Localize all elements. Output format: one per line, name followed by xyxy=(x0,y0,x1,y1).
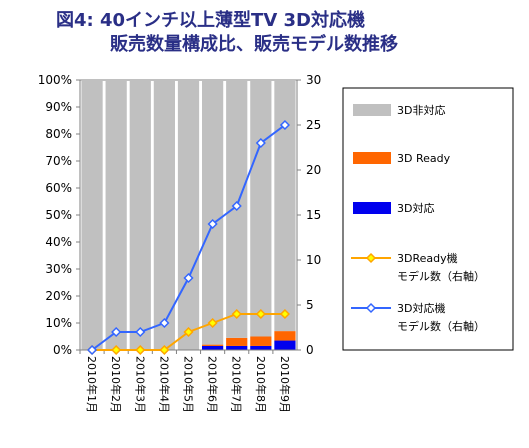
right-tick-label: 15 xyxy=(306,208,321,222)
right-tick-label: 30 xyxy=(306,73,321,87)
x-tick-label: 2010年8月 xyxy=(254,356,268,413)
left-tick-label: 60% xyxy=(45,181,72,195)
bar-segment-3-8 xyxy=(250,80,272,337)
series-point-2-3 xyxy=(135,326,146,338)
series-point-1-9 xyxy=(279,308,291,320)
bar-segment-3-6 xyxy=(202,80,224,345)
x-tick-label: 2010年7月 xyxy=(230,356,244,413)
x-tick-label: 2010年9月 xyxy=(278,356,292,413)
right-tick-label: 0 xyxy=(306,343,314,357)
series-point-2-7 xyxy=(231,200,242,212)
legend-label-3: 3D対応 xyxy=(397,201,434,215)
legend-line-label-1-b: モデル数（右軸） xyxy=(397,269,485,283)
x-tick-label: 2010年6月 xyxy=(206,356,220,413)
series-point-1-6 xyxy=(207,317,218,329)
bar-segment-3-4 xyxy=(153,80,175,350)
series-point-2-6 xyxy=(207,218,218,230)
left-tick-label: 40% xyxy=(45,235,72,249)
x-tick-label: 2010年3月 xyxy=(133,356,147,413)
series-point-2-5 xyxy=(183,272,194,284)
series-point-2-1 xyxy=(86,344,98,356)
bar-segment-3-5 xyxy=(177,80,200,350)
bar-segment-1-8 xyxy=(250,345,272,350)
series-point-2-8 xyxy=(255,137,266,149)
right-tick-label: 25 xyxy=(306,118,321,132)
right-tick-label: 10 xyxy=(306,253,321,267)
legend-line-label-1-a: 3DReady機 xyxy=(397,251,458,265)
series-point-1-4 xyxy=(159,344,170,356)
legend-label-2: 3D Ready xyxy=(397,152,451,165)
bar-segment-3-3 xyxy=(129,80,151,350)
series-point-2-9 xyxy=(279,119,291,131)
left-tick-label: 10% xyxy=(45,316,72,330)
left-tick-label: 100% xyxy=(38,73,72,87)
legend-swatch-3 xyxy=(353,202,391,214)
bar-segment-2-9 xyxy=(274,331,296,341)
series-point-2-2 xyxy=(111,326,122,338)
series-point-2-4 xyxy=(159,317,170,329)
series-point-1-7 xyxy=(231,308,242,320)
left-tick-label: 20% xyxy=(45,289,72,303)
x-tick-label: 2010年2月 xyxy=(109,356,123,413)
x-tick-label: 2010年5月 xyxy=(182,356,196,413)
left-tick-label: 80% xyxy=(45,127,72,141)
chart-title-line1: 図4: 40インチ以上薄型TV 3D対応機 xyxy=(56,9,365,31)
bar-segment-2-8 xyxy=(250,336,272,346)
bar-segment-3-1 xyxy=(81,80,103,350)
bar-segment-1-9 xyxy=(274,340,296,350)
left-tick-label: 50% xyxy=(45,208,72,222)
bar-segment-2-6 xyxy=(202,344,224,346)
bar-segment-2-7 xyxy=(226,337,248,346)
left-tick-label: 30% xyxy=(45,262,72,276)
bar-segment-1-7 xyxy=(226,345,248,350)
bar-segment-1-6 xyxy=(202,345,224,350)
legend-line-label-2-b: モデル数（右軸） xyxy=(397,319,485,333)
series-point-1-5 xyxy=(183,326,194,338)
chart-title-line2: 販売数量構成比、販売モデル数推移 xyxy=(110,33,398,55)
right-tick-label: 20 xyxy=(306,163,321,177)
left-tick-label: 0% xyxy=(53,343,72,357)
plot-area: 0% 10% 20% 30% 40% 50% 60% 70% 80% 90% 100% 0 5 10 15 2… xyxy=(38,73,322,413)
left-tick-label: 90% xyxy=(45,100,72,114)
series-point-1-8 xyxy=(255,308,266,320)
series-point-1-3 xyxy=(135,344,146,356)
bar-segment-3-2 xyxy=(105,80,127,350)
legend-marker-2 xyxy=(365,302,377,314)
left-tick-label: 70% xyxy=(45,154,72,168)
bar-segment-3-9 xyxy=(274,80,296,332)
legend-label-1: 3D非対応 xyxy=(397,103,445,117)
legend-swatch-2 xyxy=(353,152,391,164)
legend-line-label-2-a: 3D対応機 xyxy=(397,301,445,315)
series-point-1-2 xyxy=(111,344,122,356)
legend-swatch-1 xyxy=(353,104,391,116)
legend-marker-1 xyxy=(365,252,377,264)
right-tick-label: 5 xyxy=(306,298,314,312)
x-tick-label: 2010年1月 xyxy=(85,356,99,413)
x-tick-label: 2010年4月 xyxy=(157,356,171,413)
